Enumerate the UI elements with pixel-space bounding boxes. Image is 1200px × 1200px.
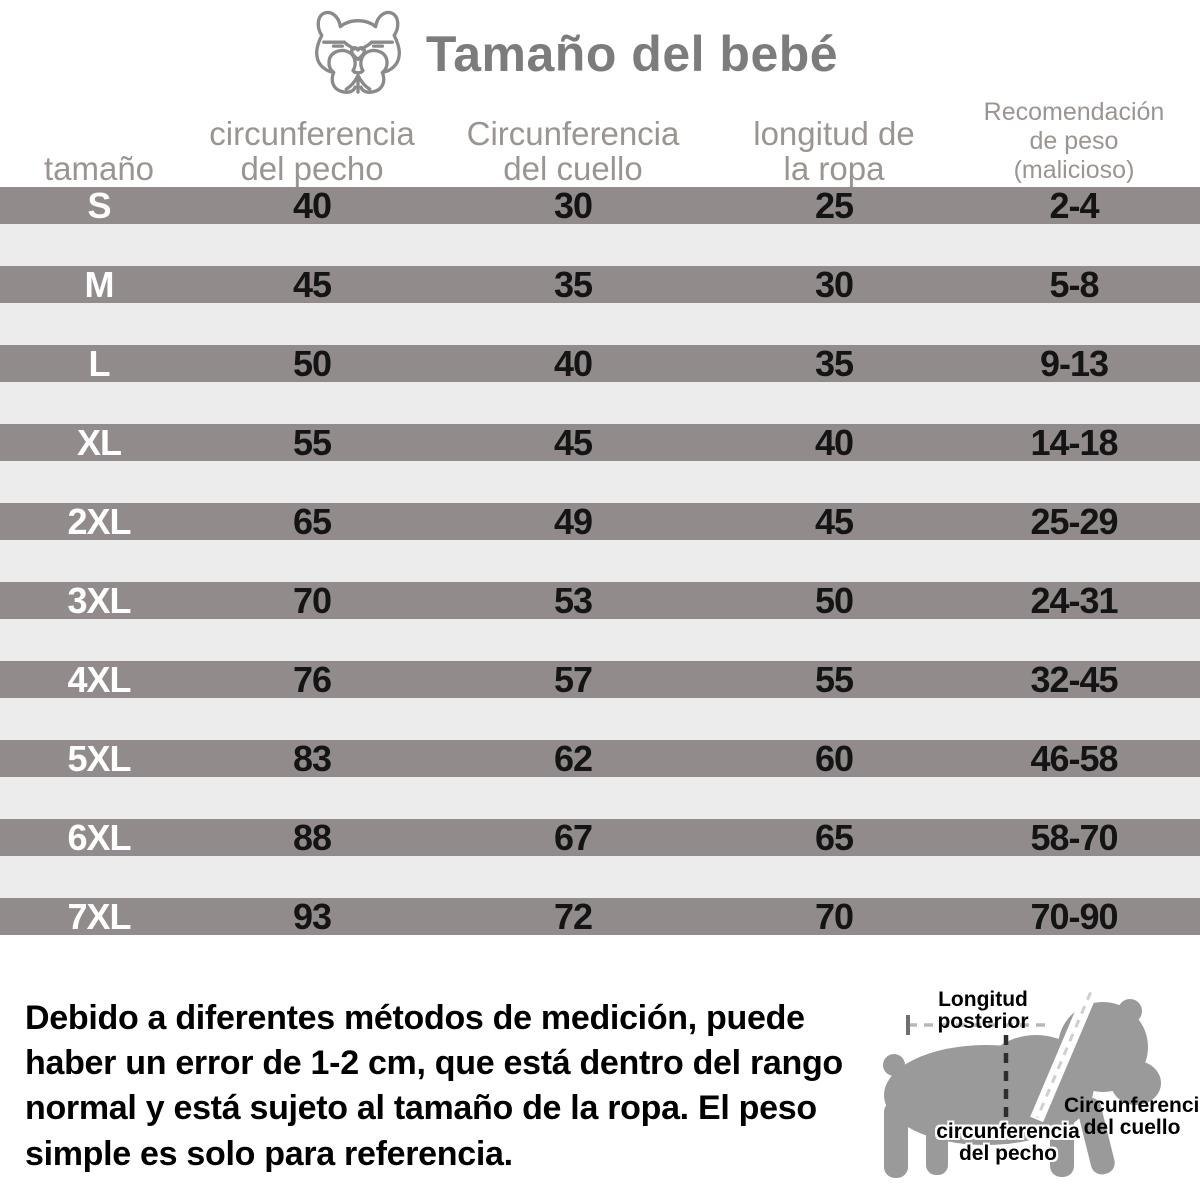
size-cell: 2XL: [67, 501, 131, 542]
table-header-row: tamaño circunferencia del pecho Circunfe…: [0, 98, 1200, 187]
weight-cell: 70-90: [1030, 896, 1118, 937]
table-row-5xl: 5XL 83 62 60 46-58: [0, 740, 1200, 777]
table-row-s: S 40 30 25 2-4: [0, 187, 1200, 224]
length-cell: 50: [814, 580, 854, 621]
row-spacer: [0, 856, 1200, 898]
neck-cell: 57: [553, 659, 593, 700]
row-spacer: [0, 619, 1200, 661]
size-cell: M: [84, 264, 115, 305]
chest-cell: 45: [292, 264, 332, 305]
weight-cell: 5-8: [1049, 264, 1099, 305]
weight-cell: 24-31: [1030, 580, 1118, 621]
length-cell: 60: [814, 738, 854, 779]
table-row-m: M 45 35 30 5-8: [0, 266, 1200, 303]
size-cell: 3XL: [67, 580, 131, 621]
table-row-l: L 50 40 35 9-13: [0, 345, 1200, 382]
table-row-6xl: 6XL 88 67 65 58-70: [0, 819, 1200, 856]
length-cell: 40: [814, 422, 854, 463]
size-cell: XL: [76, 422, 122, 463]
row-spacer: [0, 224, 1200, 266]
chest-cell: 50: [292, 343, 332, 384]
neck-cell: 40: [553, 343, 593, 384]
chest-cell: 40: [292, 185, 332, 226]
neck-cell: 67: [553, 817, 593, 858]
table-row-xl: XL 55 45 40 14-18: [0, 424, 1200, 461]
page-title: Tamaño del bebé: [425, 25, 839, 82]
size-cell: L: [88, 343, 111, 384]
table-row-2xl: 2XL 65 49 45 25-29: [0, 503, 1200, 540]
neck-cell: 30: [553, 185, 593, 226]
back-length-label: Longitud posterior: [937, 988, 1029, 1034]
size-cell: S: [87, 185, 111, 226]
size-cell: 4XL: [67, 659, 131, 700]
weight-cell: 9-13: [1039, 343, 1109, 384]
size-table: S 40 30 25 2-4 M 45 35 30 5-8 L 50 40 35…: [0, 187, 1200, 935]
chest-cell: 55: [292, 422, 332, 463]
col-header-neck: Circunferencia del cuello: [466, 114, 680, 187]
length-cell: 35: [814, 343, 854, 384]
col-header-size: tamaño: [43, 149, 155, 187]
row-spacer: [0, 382, 1200, 424]
length-cell: 65: [814, 817, 854, 858]
neck-cell: 72: [553, 896, 593, 937]
length-cell: 45: [814, 501, 854, 542]
weight-cell: 58-70: [1030, 817, 1118, 858]
col-header-weight: Recomendación de peso (malicioso): [983, 98, 1165, 184]
weight-cell: 14-18: [1030, 422, 1118, 463]
table-row-7xl: 7XL 93 72 70 70-90: [0, 898, 1200, 935]
col-header-chest: circunferencia del pecho: [209, 114, 415, 187]
weight-cell: 2-4: [1049, 185, 1099, 226]
weight-cell: 32-45: [1030, 659, 1118, 700]
size-cell: 7XL: [67, 896, 131, 937]
neck-cell: 35: [553, 264, 593, 305]
row-spacer: [0, 698, 1200, 740]
neck-cell: 62: [553, 738, 593, 779]
chest-cell: 83: [292, 738, 332, 779]
size-cell: 6XL: [67, 817, 131, 858]
dog-silhouette-icon: [883, 985, 1161, 1178]
chest-cell: 88: [292, 817, 332, 858]
dog-measurement-diagram: Longitud posterior Circunferencia del cu…: [868, 983, 1200, 1198]
neck-cell: 49: [553, 501, 593, 542]
measurement-disclaimer: Debido a diferentes métodos de medición,…: [25, 999, 843, 1173]
row-spacer: [0, 540, 1200, 582]
page-header: Tamaño del bebé: [0, 6, 1172, 101]
row-spacer: [0, 777, 1200, 819]
neck-cell: 45: [553, 422, 593, 463]
col-header-length: longitud de la ropa: [753, 114, 915, 187]
bulldog-face-icon: [306, 6, 410, 101]
length-cell: 30: [814, 264, 854, 305]
table-row-3xl: 3XL 70 53 50 24-31: [0, 582, 1200, 619]
row-spacer: [0, 303, 1200, 345]
table-row-4xl: 4XL 76 57 55 32-45: [0, 661, 1200, 698]
length-cell: 25: [814, 185, 854, 226]
length-cell: 55: [814, 659, 854, 700]
chest-cell: 65: [292, 501, 332, 542]
row-spacer: [0, 461, 1200, 503]
size-cell: 5XL: [67, 738, 131, 779]
chest-cell: 93: [292, 896, 332, 937]
chest-girth-label: circunferencia del pecho: [936, 1120, 1080, 1166]
neck-cell: 53: [553, 580, 593, 621]
chest-cell: 76: [292, 659, 332, 700]
chest-cell: 70: [292, 580, 332, 621]
weight-cell: 25-29: [1030, 501, 1118, 542]
length-cell: 70: [814, 896, 854, 937]
weight-cell: 46-58: [1030, 738, 1118, 779]
neck-girth-label: Circunferencia del cuello: [1064, 1094, 1200, 1140]
